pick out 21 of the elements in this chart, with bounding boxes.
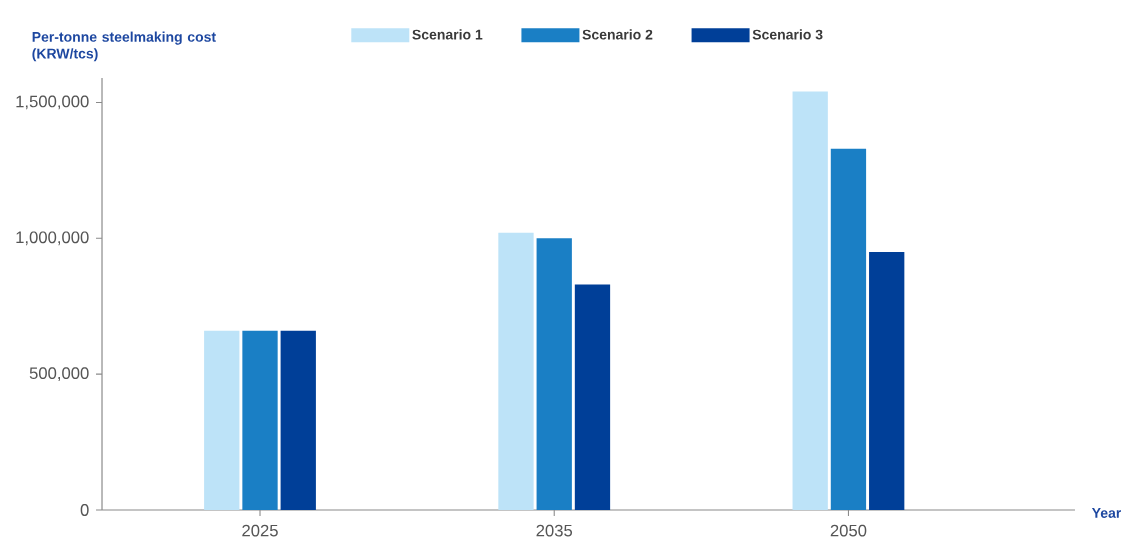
y-tick-label: 1,000,000 <box>16 231 89 246</box>
bar <box>792 91 828 510</box>
y-tick-label: 500,000 <box>29 367 89 382</box>
legend-label: Scenario 3 <box>752 29 823 40</box>
x-tick-label: 2035 <box>536 524 573 537</box>
bar <box>204 330 240 510</box>
legend-label: Scenario 2 <box>582 29 653 40</box>
x-tick-label: 2050 <box>830 524 867 537</box>
bar <box>242 330 278 510</box>
bar <box>536 238 572 510</box>
x-tick-label: 2025 <box>242 524 278 537</box>
y-tick-label: 0 <box>80 504 89 516</box>
y-axis-title: Per-tonne steelmaking cost (KRW/tcs) <box>32 31 216 62</box>
bar <box>830 148 867 510</box>
legend-label: Scenario 1 <box>412 29 483 40</box>
x-axis-title: Year <box>1091 508 1121 518</box>
bar <box>574 284 611 510</box>
bar <box>498 232 534 510</box>
y-tick-label: 1,500,000 <box>16 95 89 110</box>
bar <box>280 330 316 510</box>
bar <box>869 251 905 510</box>
